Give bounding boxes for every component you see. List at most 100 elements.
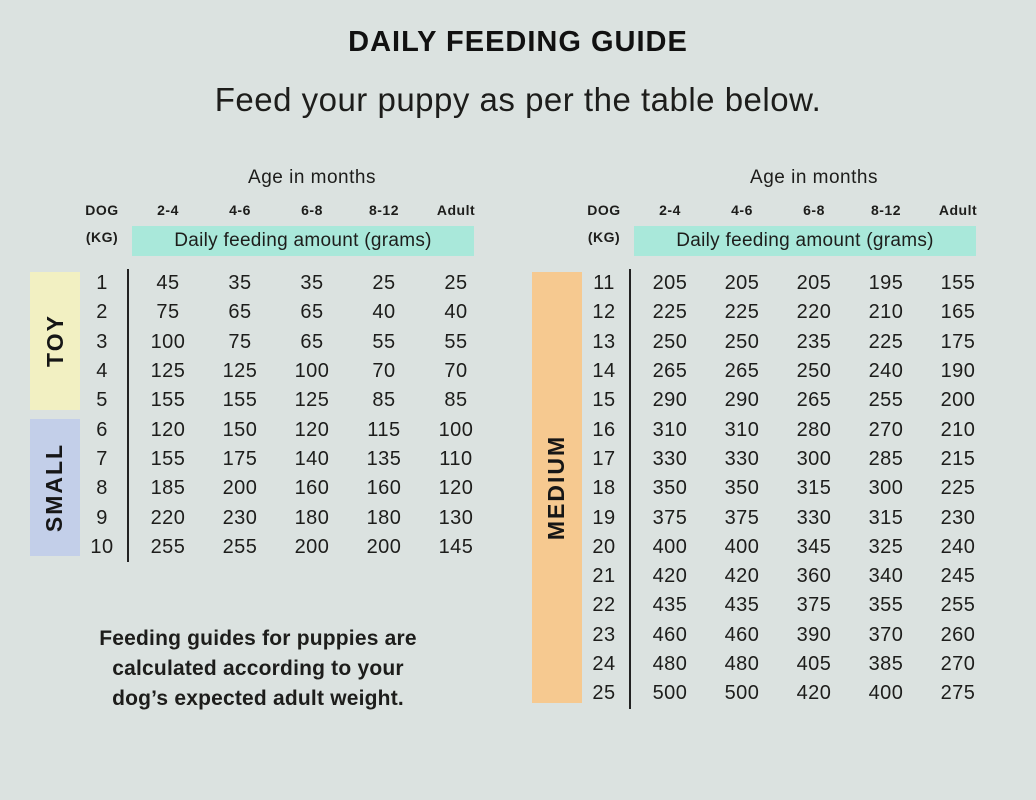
value-cell: 300 xyxy=(868,477,904,500)
value-cell: 350 xyxy=(724,477,760,500)
table-row: 23 460 460 390 370 260 xyxy=(532,621,994,650)
value-cell: 245 xyxy=(940,565,976,588)
table-header: Age in months DOG 2-4 4-6 6-8 8-12 Adult… xyxy=(30,161,492,257)
kg-cell: 4 xyxy=(96,360,108,383)
value-cell: 225 xyxy=(868,330,904,353)
value-cell: 210 xyxy=(940,418,976,441)
value-cell: 420 xyxy=(724,565,760,588)
value-cell: 330 xyxy=(796,506,832,529)
value-cell: 325 xyxy=(868,535,904,558)
value-cell: 255 xyxy=(222,535,258,558)
footnote-line: dog’s expected adult weight. xyxy=(112,686,404,710)
value-cell: 250 xyxy=(796,360,832,383)
value-cell: 275 xyxy=(940,682,976,705)
value-cell: 40 xyxy=(444,301,468,324)
value-cell: 65 xyxy=(300,301,324,324)
value-cell: 200 xyxy=(222,477,258,500)
value-cell: 25 xyxy=(372,272,396,295)
value-cell: 315 xyxy=(868,506,904,529)
kg-cell: 22 xyxy=(592,594,616,617)
value-cell: 300 xyxy=(796,447,832,470)
value-cell: 480 xyxy=(724,653,760,675)
table-row: 5 155 155 125 85 85 xyxy=(30,386,492,415)
value-cell: 75 xyxy=(156,301,180,324)
value-cell: 160 xyxy=(366,477,402,500)
col-header-8-12: 8-12 xyxy=(368,202,400,218)
value-cell: 460 xyxy=(724,623,760,646)
group-label-toy: TOY xyxy=(41,314,68,368)
table-row: 21 420 420 360 340 245 xyxy=(532,562,994,591)
value-cell: 265 xyxy=(724,360,760,383)
value-cell: 220 xyxy=(150,506,186,529)
value-cell: 180 xyxy=(294,506,330,529)
value-cell: 385 xyxy=(868,653,904,675)
value-cell: 125 xyxy=(150,360,186,383)
age-axis-label: Age in months xyxy=(750,167,878,188)
kg-cell: 9 xyxy=(96,506,108,529)
table-body: 1 45 35 35 25 25 2 75 65 65 40 40 3 100 75 65 55 55 4 125 12… xyxy=(30,269,492,562)
value-cell: 310 xyxy=(724,418,760,441)
group-band-small: SMALL xyxy=(30,418,80,556)
kg-cell: 10 xyxy=(90,535,114,558)
value-cell: 460 xyxy=(652,623,688,646)
value-cell: 435 xyxy=(724,594,760,617)
value-cell: 360 xyxy=(796,565,832,588)
value-cell: 230 xyxy=(222,506,258,529)
table-row: 7 155 175 140 135 110 xyxy=(30,445,492,474)
value-cell: 255 xyxy=(150,535,186,558)
value-cell: 100 xyxy=(438,418,474,441)
value-cell: 260 xyxy=(940,623,976,646)
kg-cell: 17 xyxy=(592,447,616,470)
kg-cell: 19 xyxy=(592,506,616,529)
col-header-6-8: 6-8 xyxy=(301,202,323,218)
kg-cell: 21 xyxy=(592,565,616,588)
value-cell: 350 xyxy=(652,477,688,500)
table-row: 10 255 255 200 200 145 xyxy=(30,533,492,562)
table-row: 1 45 35 35 25 25 xyxy=(30,269,492,298)
value-cell: 420 xyxy=(652,565,688,588)
footnote-line: Feeding guides for puppies are xyxy=(99,626,417,650)
table-row: 22 435 435 375 355 255 xyxy=(532,591,994,620)
value-cell: 155 xyxy=(150,389,186,412)
value-cell: 45 xyxy=(156,272,180,295)
table-body: 11 205 205 205 195 155 12 225 225 220 210 165 13 250 2… xyxy=(532,269,994,709)
kg-cell: 20 xyxy=(592,535,616,558)
table-row: 6 120 150 120 115 100 xyxy=(30,415,492,444)
value-cell: 480 xyxy=(652,653,688,675)
kg-cell: 7 xyxy=(96,447,108,470)
table-row: 15 290 290 265 255 200 xyxy=(532,386,994,415)
units-banner: Daily feeding amount (grams) xyxy=(634,226,976,256)
table-row: 2 75 65 65 40 40 xyxy=(30,298,492,327)
age-axis-label: Age in months xyxy=(248,167,376,188)
value-cell: 240 xyxy=(868,360,904,383)
col-header-dog: DOG xyxy=(85,202,119,218)
kg-cell: 12 xyxy=(592,301,616,324)
table-row: 12 225 225 220 210 165 xyxy=(532,298,994,327)
table-row: 24 480 480 405 385 270 xyxy=(532,650,994,679)
group-label-small: SMALL xyxy=(41,442,68,532)
kg-cell: 18 xyxy=(592,477,616,500)
value-cell: 65 xyxy=(300,330,324,353)
value-cell: 290 xyxy=(652,389,688,412)
value-cell: 100 xyxy=(150,330,186,353)
table-row: 17 330 330 300 285 215 xyxy=(532,445,994,474)
table-row: 9 220 230 180 180 130 xyxy=(30,503,492,532)
group-band-medium: MEDIUM xyxy=(532,272,582,703)
value-cell: 85 xyxy=(444,389,468,412)
left-column: Age in months DOG 2-4 4-6 6-8 8-12 Adult… xyxy=(30,161,492,713)
value-cell: 340 xyxy=(868,565,904,588)
value-cell: 370 xyxy=(868,623,904,646)
value-cell: 155 xyxy=(222,389,258,412)
kg-cell: 25 xyxy=(592,682,616,705)
col-header-adult: Adult xyxy=(938,202,978,218)
value-cell: 330 xyxy=(652,447,688,470)
value-cell: 150 xyxy=(222,418,258,441)
col-header-8-12: 8-12 xyxy=(870,202,902,218)
value-cell: 250 xyxy=(652,330,688,353)
value-cell: 265 xyxy=(652,360,688,383)
value-cell: 400 xyxy=(724,535,760,558)
value-cell: 200 xyxy=(940,389,976,412)
value-cell: 205 xyxy=(724,272,760,295)
value-cell: 280 xyxy=(796,418,832,441)
